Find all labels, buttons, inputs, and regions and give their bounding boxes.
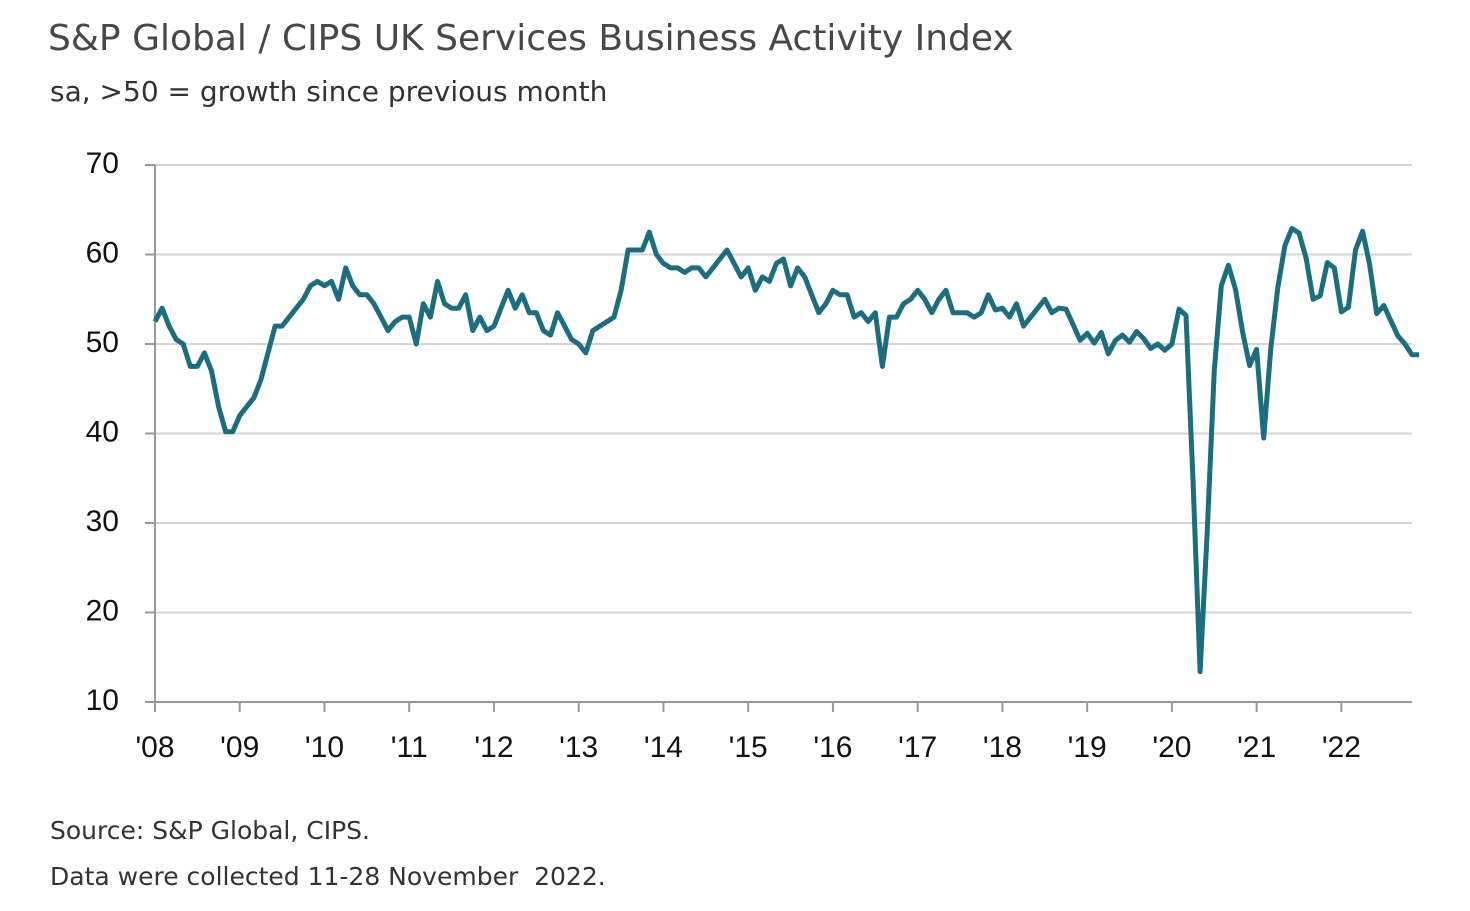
- x-tick-label: '20: [1152, 731, 1191, 764]
- x-tick-label: '12: [474, 731, 513, 764]
- y-tick-label: 60: [86, 236, 119, 269]
- x-tick-label: '17: [898, 731, 937, 764]
- source-note: Source: S&P Global, CIPS.: [50, 816, 370, 845]
- x-tick-label: '19: [1068, 731, 1107, 764]
- y-tick-label: 10: [86, 684, 119, 717]
- chart-title: S&P Global / CIPS UK Services Business A…: [48, 18, 1014, 59]
- x-tick-label: '13: [559, 731, 598, 764]
- x-tick-label: '18: [983, 731, 1022, 764]
- x-tick-label: '16: [813, 731, 852, 764]
- collection-note: Data were collected 11-28 November 2022.: [50, 862, 606, 891]
- y-tick-label: 50: [86, 326, 119, 359]
- chart-subtitle: sa, >50 = growth since previous month: [50, 75, 607, 108]
- x-tick-label: '08: [135, 731, 174, 764]
- x-tick-label: '21: [1237, 731, 1276, 764]
- y-tick-label: 70: [86, 147, 119, 180]
- x-tick-label: '10: [305, 731, 344, 764]
- x-tick-label: '15: [729, 731, 768, 764]
- x-tick-label: '11: [391, 731, 428, 764]
- y-tick-label: 30: [86, 505, 119, 538]
- series-line: [152, 226, 1420, 675]
- x-tick-label: '22: [1322, 731, 1361, 764]
- x-tick-label: '14: [644, 731, 683, 764]
- y-tick-label: 40: [86, 415, 119, 448]
- x-tick-label: '09: [220, 731, 259, 764]
- y-tick-label: 20: [86, 594, 119, 627]
